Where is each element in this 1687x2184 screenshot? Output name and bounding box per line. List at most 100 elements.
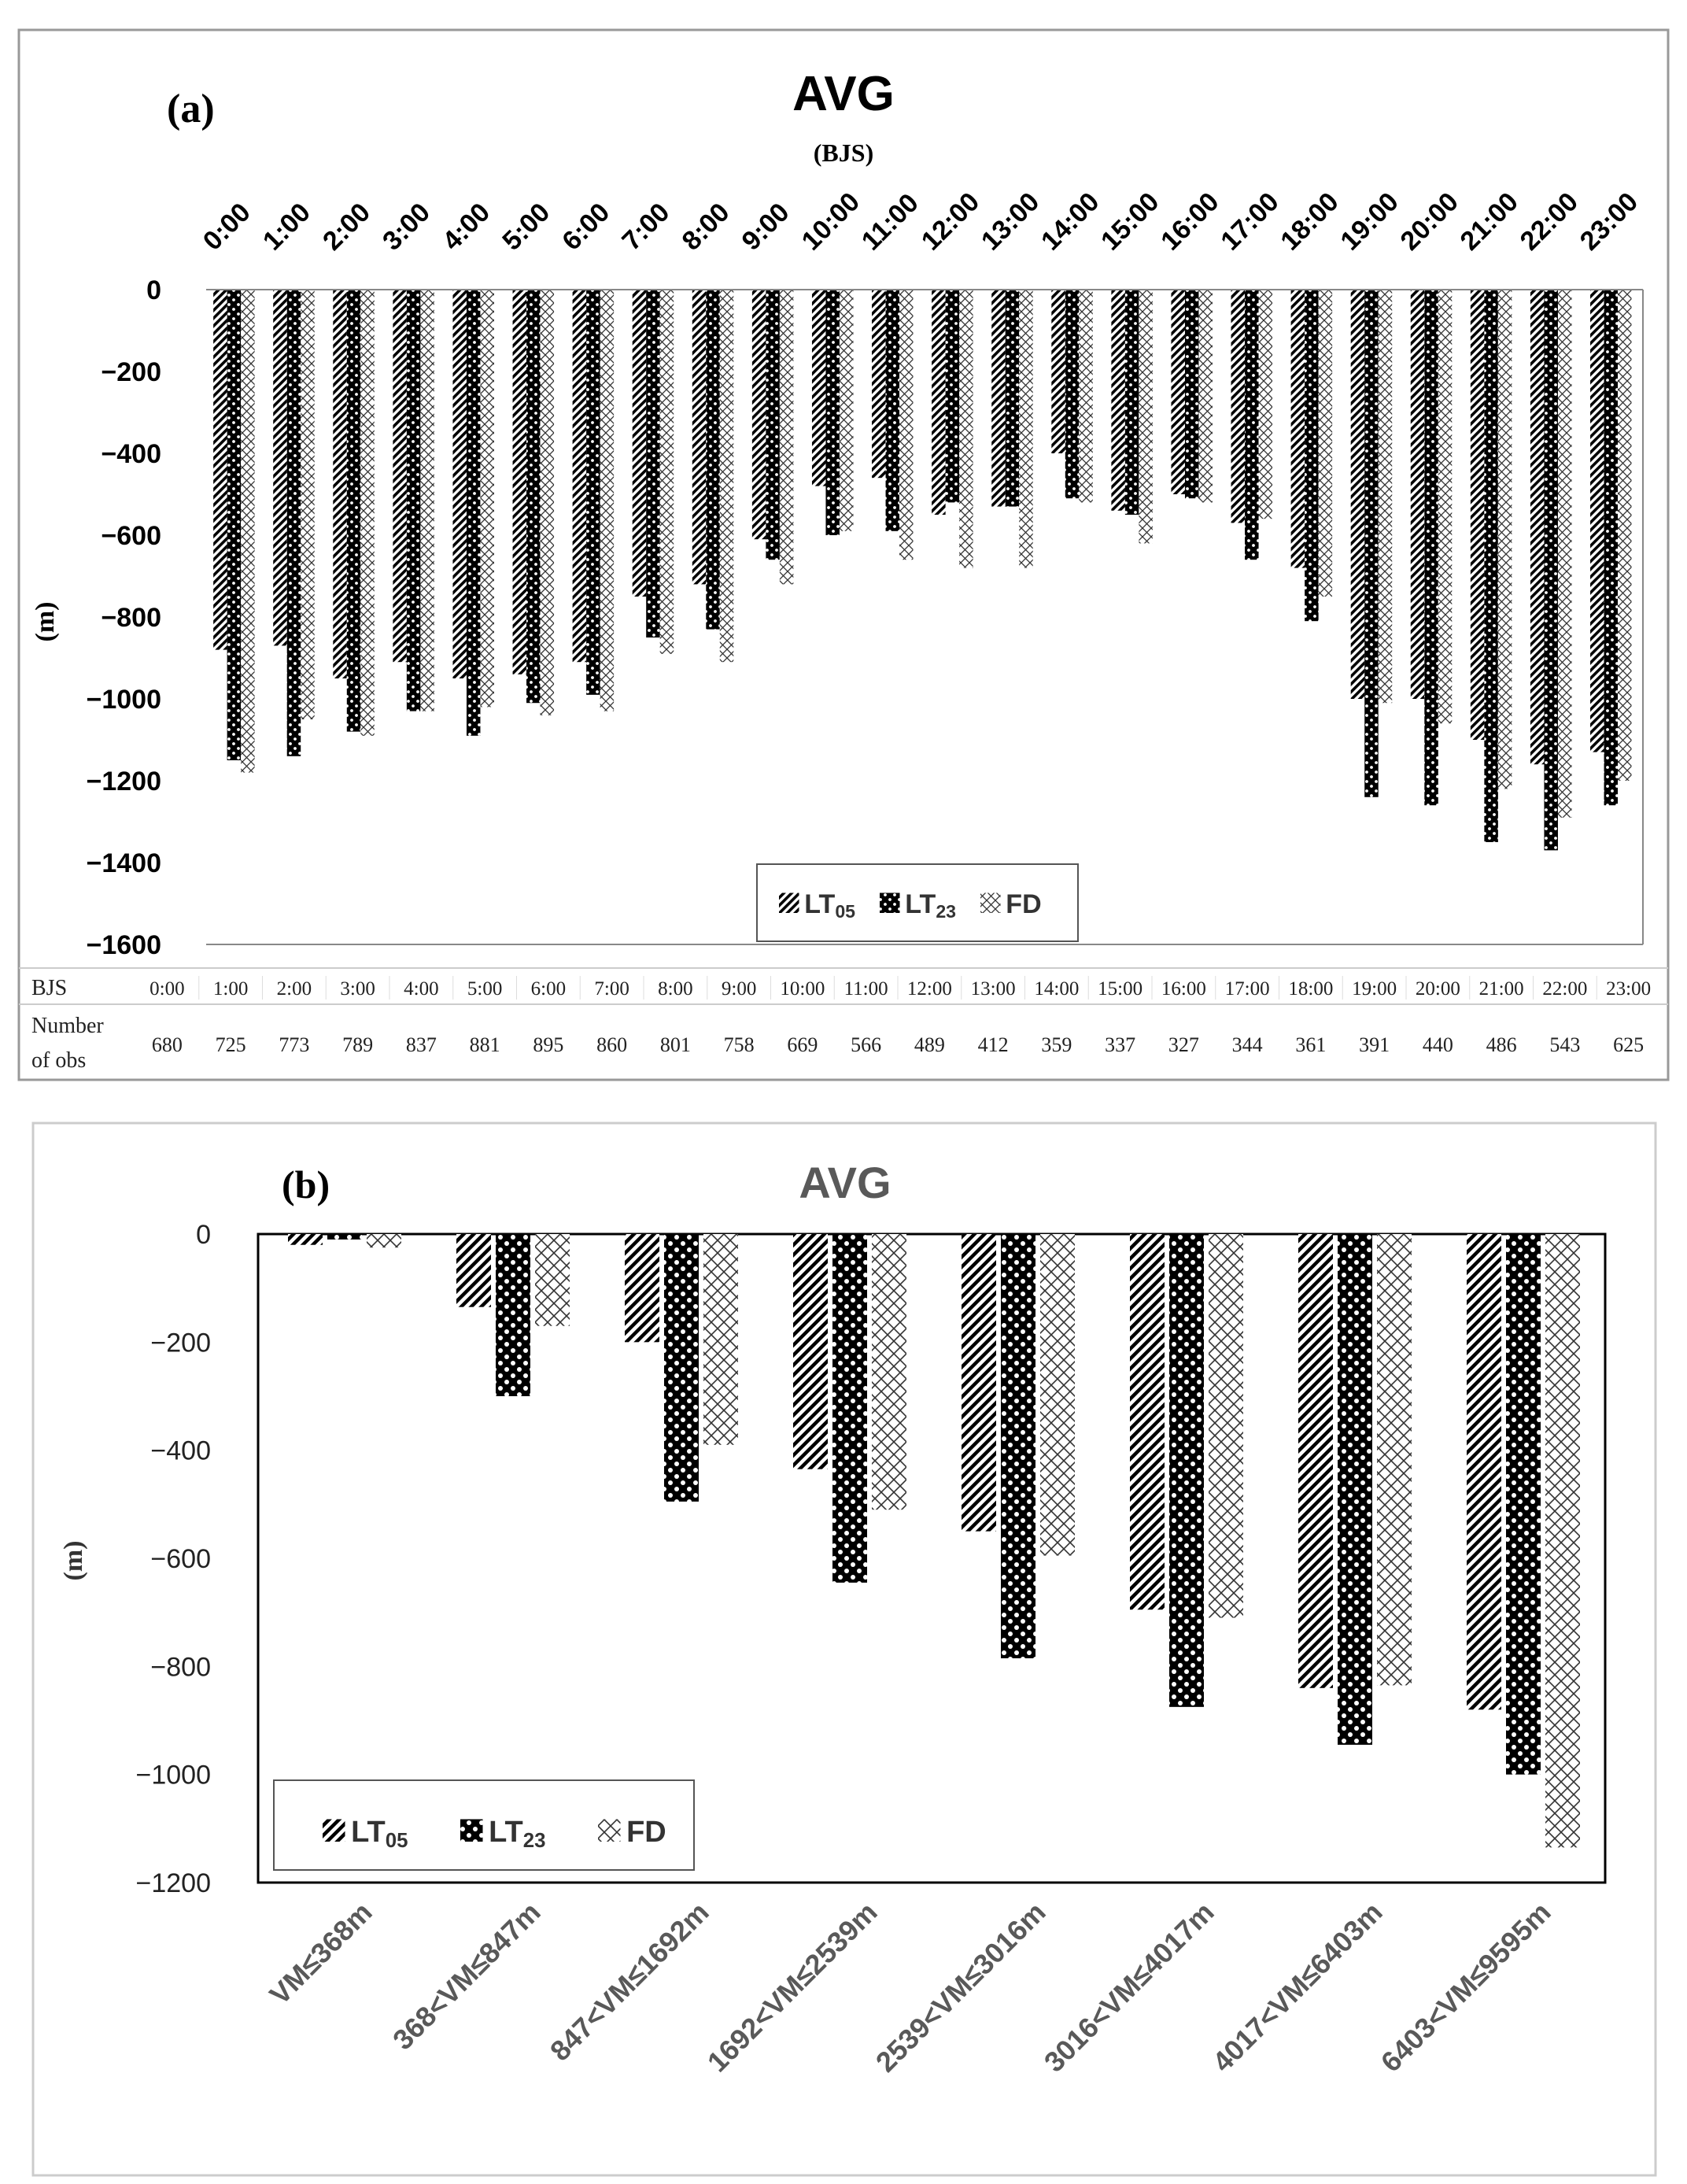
bar-lt23-23-00 [1604, 290, 1619, 806]
bar-fd-13-00 [1019, 290, 1033, 568]
bar-lt23-21-00 [1484, 290, 1498, 842]
table-count-cell: 773 [279, 1033, 309, 1056]
y-tick-label: −1400 [87, 848, 162, 878]
bar-lt05-6 [1130, 1234, 1165, 1610]
table-count-cell: 344 [1232, 1033, 1263, 1056]
legend-swatch [880, 892, 900, 913]
table-hour-cell: 10:00 [780, 978, 825, 1000]
bar-fd-8-00 [719, 290, 734, 663]
bar-fd-23-00 [1618, 290, 1632, 781]
bar-lt05-18-00 [1290, 290, 1305, 568]
legend-a-box [756, 863, 1079, 942]
y-tick-label: −600 [150, 1544, 211, 1574]
y-tick-label: −600 [101, 521, 161, 551]
bar-lt05-11-00 [872, 290, 886, 479]
table-hour-cell: 2:00 [277, 978, 312, 1000]
table-count-cell: 895 [533, 1033, 563, 1056]
bar-lt23-17-00 [1245, 290, 1259, 560]
bar-fd-1-00 [301, 290, 315, 719]
bar-fd-22-00 [1557, 290, 1572, 818]
table-count-cell: 337 [1105, 1033, 1135, 1056]
bar-lt23-1-00 [286, 290, 301, 756]
legend-a-items: LT05 LT23 FD [779, 889, 1042, 922]
bars [213, 290, 1632, 851]
y-axis-ticks: 0 −200 −400 −600 −800 −1000 −1200 [136, 1220, 212, 1898]
legend-label: LT23 [905, 889, 956, 922]
table-count-cell: 412 [978, 1033, 1009, 1056]
bar-lt23-1 [327, 1234, 362, 1240]
bar-lt05-14-00 [1051, 290, 1065, 453]
bar-fd-1 [367, 1234, 401, 1248]
bar-lt05-5 [962, 1234, 996, 1532]
table-hour-cell: 5:00 [467, 978, 502, 1000]
table-count-cell: 486 [1486, 1033, 1517, 1056]
table-hour-cell: 13:00 [971, 978, 1016, 1000]
bar-lt23-11-00 [885, 290, 900, 531]
legend-a: LT05 LT23 FD [756, 863, 1079, 942]
legend-label: FD [626, 1816, 666, 1849]
bar-lt05-7 [1298, 1234, 1333, 1688]
bar-lt23-8-00 [706, 290, 720, 630]
table-count-cell: 566 [851, 1033, 881, 1056]
bar-fd-8 [1545, 1234, 1580, 1848]
bar-lt05-10-00 [811, 290, 826, 486]
y-tick-label: −800 [150, 1652, 211, 1682]
table-hour-cell: 6:00 [531, 978, 566, 1000]
bar-fd-17-00 [1258, 290, 1273, 519]
table-count-cell: 680 [152, 1033, 183, 1056]
y-tick-label: −1200 [87, 767, 162, 796]
bar-lt05-6-00 [572, 290, 587, 663]
bar-fd-3 [703, 1234, 738, 1445]
bar-lt05-17-00 [1231, 290, 1246, 523]
table-hour-cell: 22:00 [1542, 978, 1587, 1000]
bar-lt05-1 [288, 1234, 323, 1245]
bar-lt23-19-00 [1364, 290, 1379, 797]
bar-lt23-3-00 [406, 290, 421, 711]
plot-area-b [257, 1232, 1607, 1884]
table-row-label-number: Number [31, 1014, 104, 1038]
bar-lt05-3 [625, 1234, 659, 1343]
y-tick-label: −400 [101, 439, 161, 469]
y-tick-label: −1200 [136, 1868, 212, 1898]
bar-lt05-23-00 [1590, 290, 1604, 752]
table-count-cell: 669 [787, 1033, 818, 1056]
table-hour-cell: 0:00 [150, 978, 184, 1000]
table-hour-cell: 19:00 [1352, 978, 1397, 1000]
legend-swatch [323, 1819, 345, 1842]
bar-fd-0-00 [241, 290, 255, 773]
table-count-cell: 327 [1168, 1033, 1199, 1056]
chart-a: (a) AVG (BJS) (m) 0 −200 −400 −600 −800 −1000… [17, 28, 1670, 1081]
table-count-cell: 359 [1041, 1033, 1072, 1056]
bar-fd-4 [872, 1234, 906, 1510]
table-count-cell: 837 [406, 1033, 437, 1056]
bar-lt05-4 [793, 1234, 828, 1469]
table-count-cell: 881 [470, 1033, 500, 1056]
bar-fd-10-00 [839, 290, 854, 531]
table-count-cell: 440 [1423, 1033, 1453, 1056]
bars [288, 1234, 1580, 1848]
table-count-cell: 489 [914, 1033, 945, 1056]
legend-label: FD [1006, 889, 1041, 919]
bar-lt23-7-00 [646, 290, 660, 637]
table-hour-cell: 18:00 [1288, 978, 1333, 1000]
legend-label: LT05 [804, 889, 855, 922]
y-tick-label: −200 [150, 1328, 211, 1358]
y-tick-label: 0 [146, 275, 161, 305]
table-hour-cell: 14:00 [1034, 978, 1079, 1000]
y-tick-label: −400 [150, 1436, 211, 1466]
table-count-cell: 801 [660, 1033, 691, 1056]
pA-legend-item-0: LT05 [779, 889, 855, 922]
bar-lt05-8-00 [692, 290, 707, 585]
pB-legend-item-1: LT23 [460, 1816, 545, 1852]
bar-fd-7 [1377, 1234, 1412, 1686]
bar-fd-6-00 [600, 290, 615, 711]
table-count-cell: 860 [596, 1033, 627, 1056]
bar-lt23-15-00 [1124, 290, 1139, 515]
table-hour-cell: 21:00 [1479, 978, 1524, 1000]
bar-lt05-12-00 [932, 290, 946, 515]
bar-lt23-8 [1506, 1234, 1541, 1775]
bar-fd-7-00 [659, 290, 674, 654]
bar-fd-12-00 [959, 290, 973, 568]
table-hour-cell: 8:00 [658, 978, 692, 1000]
legend-swatch [980, 892, 1001, 913]
